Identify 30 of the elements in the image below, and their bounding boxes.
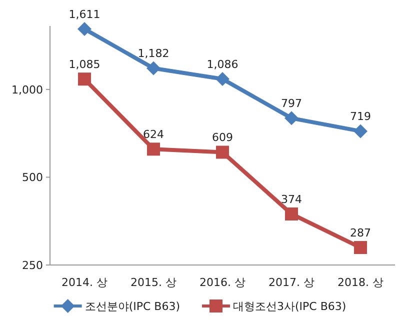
point: [285, 207, 298, 220]
data-label: 1,182: [138, 47, 170, 60]
point: [147, 142, 160, 156]
y-tick-label: 1,000: [12, 83, 43, 96]
y-tick-label: 250: [22, 259, 43, 272]
point: [216, 146, 229, 159]
y-tick-label: 500: [22, 171, 43, 184]
legend-label: 조선분야(IPC B63): [84, 300, 180, 313]
point: [78, 72, 91, 86]
point: [354, 241, 367, 254]
x-tick-label: 2014. 상: [62, 276, 108, 289]
data-label: 624: [143, 128, 164, 142]
data-label: 1,611: [68, 8, 100, 22]
x-tick-label: 2018. 상: [338, 276, 384, 289]
point: [216, 72, 230, 86]
point: [354, 124, 368, 138]
x-tick-label: 2016. 상: [200, 276, 246, 289]
data-label: 1,086: [206, 58, 238, 71]
x-tick-label: 2017. 상: [268, 276, 314, 289]
data-label: 374: [281, 192, 302, 206]
data-label: 719: [350, 110, 371, 124]
point: [78, 22, 92, 36]
data-label: 609: [212, 131, 233, 144]
x-tick-label: 2015. 상: [130, 276, 176, 289]
data-label: 1,085: [68, 58, 100, 72]
legend-label: 대형조선3사(IPC B63): [233, 300, 346, 313]
data-label: 287: [350, 226, 371, 240]
point: [146, 61, 160, 76]
data-label: 797: [281, 97, 302, 110]
point: [284, 111, 298, 126]
